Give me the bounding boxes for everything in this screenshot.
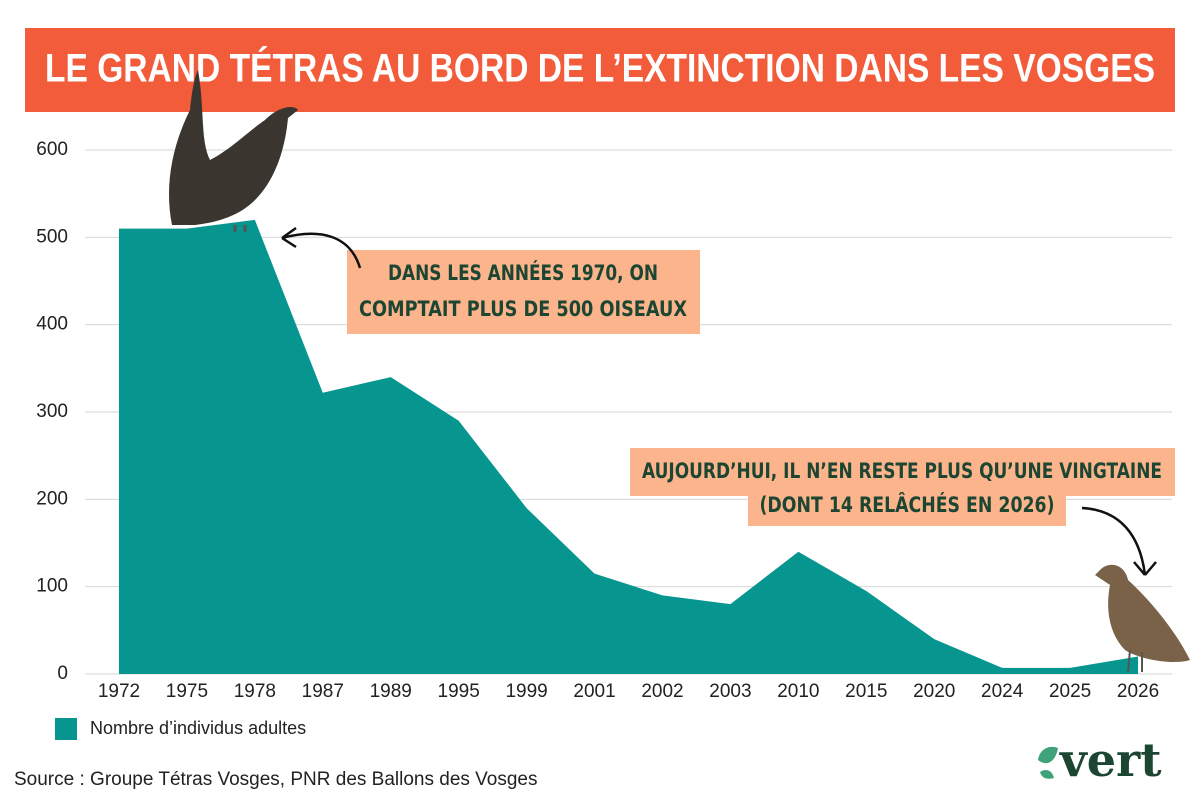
- legend-swatch: [55, 718, 77, 740]
- annotation-text: (DONT 14 RELÂCHÉS EN 2026): [760, 492, 1055, 517]
- annotation-box: [630, 448, 1175, 496]
- y-tick-label: 100: [36, 576, 68, 597]
- annotation-arrow: [281, 226, 362, 269]
- chart-title: LE GRAND TÉTRAS AU BORD DE L’EXTINCTION …: [45, 46, 1155, 91]
- area: [118, 219, 1139, 674]
- x-tick-label: 1999: [505, 681, 547, 702]
- annotation-box: [347, 250, 700, 334]
- annotation-arrow: [1081, 506, 1157, 576]
- x-tick-label: 1978: [234, 681, 276, 702]
- x-tick-label: 1989: [370, 681, 412, 702]
- x-tick-label: 2015: [845, 681, 887, 702]
- annotation-box: [748, 490, 1066, 526]
- x-tick-label: 2002: [641, 681, 683, 702]
- source: Source : Groupe Tétras Vosges, PNR des B…: [14, 769, 538, 790]
- y-tick-label: 300: [36, 401, 68, 422]
- brand-icon: [1038, 746, 1058, 779]
- title-banner: [25, 28, 1175, 112]
- x-tick-label: 1987: [302, 681, 344, 702]
- x-tick-label: 2024: [981, 681, 1024, 702]
- x-tick-label: 1975: [166, 681, 208, 702]
- annotation-text: AUJOURD’HUI, IL N’EN RESTE PLUS QU’UNE V…: [642, 459, 1162, 483]
- x-tick-label: 2010: [777, 681, 819, 702]
- y-tick-label: 0: [57, 663, 68, 684]
- x-tick-label: 1995: [438, 681, 480, 702]
- y-tick-label: 500: [36, 226, 68, 247]
- brand-logo: vert: [1059, 733, 1162, 787]
- y-tick-label: 200: [36, 488, 68, 509]
- annotation-text: DANS LES ANNÉES 1970, ON: [388, 260, 658, 285]
- y-tick-label: 400: [36, 314, 68, 335]
- x-tick-label: 1972: [98, 681, 140, 702]
- x-tick-label: 2003: [709, 681, 751, 702]
- x-tick-label: 2020: [913, 681, 955, 702]
- bird-male: [169, 70, 298, 232]
- bird-female: [1095, 564, 1190, 673]
- x-tick-label: 2001: [573, 681, 615, 702]
- legend-label: Nombre d’individus adultes: [90, 718, 306, 738]
- x-tick-label: 2025: [1049, 681, 1091, 702]
- plot: 0 100 200 300 400 500 600 1972 1975 1978 1987 1989 1…: [36, 139, 1172, 702]
- x-tick-label: 2026: [1117, 681, 1159, 702]
- annotation-text: COMPTAIT PLUS DE 500 OISEAUX: [359, 297, 687, 321]
- y-tick-label: 600: [36, 139, 68, 160]
